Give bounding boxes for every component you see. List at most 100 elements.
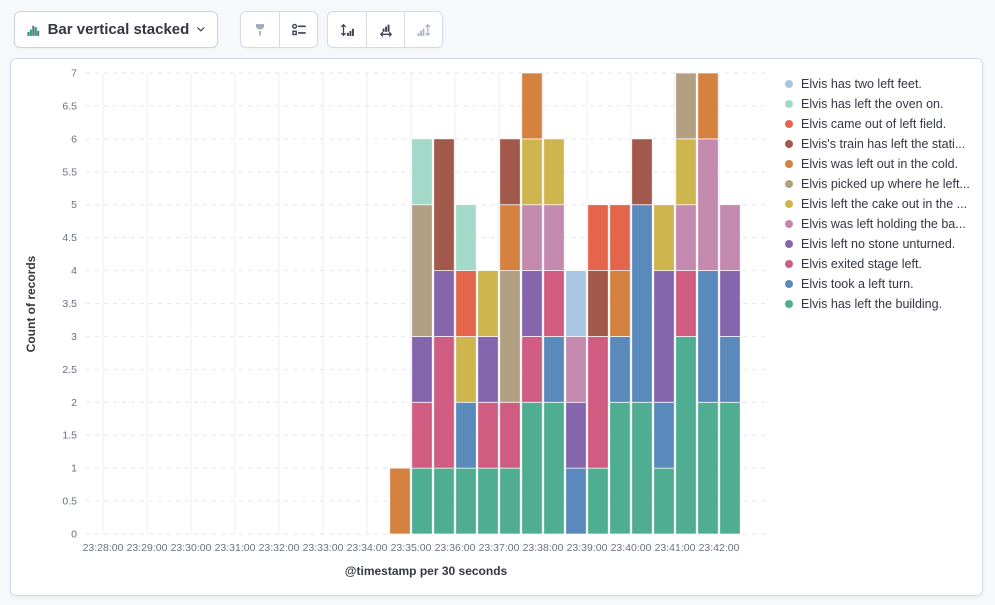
bar-segment[interactable] (653, 270, 675, 403)
left-axis-button[interactable] (328, 12, 366, 47)
bar-segment[interactable] (543, 401, 565, 535)
bar-segment[interactable] (521, 138, 543, 206)
bar-segment[interactable] (433, 336, 455, 469)
legend-item[interactable]: Elvis's train has left the stati... (785, 134, 980, 154)
bar-segment[interactable] (455, 467, 477, 535)
y-axis-tick-label: 4.5 (62, 232, 77, 244)
bar-segment[interactable] (433, 467, 455, 535)
bar-segment[interactable] (477, 336, 499, 403)
legend-item[interactable]: Elvis picked up where he left... (785, 174, 980, 194)
bar-segment[interactable] (521, 270, 543, 337)
bar-segment[interactable] (653, 467, 675, 535)
bar-segment[interactable] (521, 401, 543, 535)
chart-type-switcher[interactable]: Bar vertical stacked (14, 11, 218, 48)
x-axis-title: @timestamp per 30 seconds (345, 564, 508, 578)
bar-segment[interactable] (543, 270, 565, 337)
legend-item[interactable]: Elvis has left the building. (785, 294, 980, 314)
bar-segment[interactable] (433, 138, 455, 271)
bar-segment[interactable] (389, 467, 411, 535)
bar-segment[interactable] (455, 270, 477, 337)
bar-segment[interactable] (719, 401, 741, 535)
bar-segment[interactable] (609, 401, 631, 535)
bar-segment[interactable] (543, 138, 565, 206)
bar-segment[interactable] (455, 401, 477, 469)
legend-item[interactable]: Elvis left the cake out in the ... (785, 194, 980, 214)
bar-segment[interactable] (521, 72, 543, 140)
chevron-down-icon (197, 27, 205, 32)
bar-segment[interactable] (697, 72, 719, 140)
bar-segment[interactable] (719, 336, 741, 403)
bar-segment[interactable] (675, 204, 697, 271)
bar-segment[interactable] (675, 72, 697, 140)
legend-item[interactable]: Elvis left no stone unturned. (785, 234, 980, 254)
bar-segment[interactable] (631, 204, 653, 403)
bar-segment[interactable] (565, 270, 587, 337)
y-axis-tick-label: 1.5 (62, 430, 77, 442)
bar-segment[interactable] (499, 204, 521, 271)
bar-segment[interactable] (675, 336, 697, 535)
bar-segment[interactable] (609, 204, 631, 271)
bottom-axis-button[interactable] (366, 12, 404, 47)
y-axis-tick-label: 2.5 (62, 364, 77, 376)
legend-color-dot (785, 80, 793, 88)
bar-segment[interactable] (411, 467, 433, 535)
legend-color-dot (785, 220, 793, 228)
legend-item[interactable]: Elvis was left out in the cold. (785, 154, 980, 174)
bar-segment[interactable] (697, 401, 719, 535)
legend-item[interactable]: Elvis has two left feet. (785, 74, 980, 94)
bar-segment[interactable] (455, 204, 477, 271)
chart-legend: Elvis has two left feet. Elvis has left t… (785, 74, 980, 314)
bar-segment[interactable] (653, 204, 675, 271)
bar-segment[interactable] (543, 204, 565, 271)
bar-segment[interactable] (653, 401, 675, 469)
bar-segment[interactable] (455, 336, 477, 403)
bar-segment[interactable] (499, 138, 521, 206)
bar-segment[interactable] (477, 270, 499, 337)
x-axis-tick-label: 23:33:00 (303, 542, 344, 554)
bar-segment[interactable] (631, 401, 653, 535)
legend-item[interactable]: Elvis took a left turn. (785, 274, 980, 294)
bar-segment[interactable] (609, 270, 631, 337)
y-axis-tick-label: 1 (71, 463, 77, 475)
bar-segment[interactable] (411, 138, 433, 206)
bar-segment[interactable] (499, 401, 521, 469)
bar-segment[interactable] (477, 467, 499, 535)
legend-item[interactable]: Elvis was left holding the ba... (785, 214, 980, 234)
stacked-bar-chart[interactable]: Count of records @timestamp per 30 secon… (11, 59, 791, 589)
bar-segment[interactable] (411, 336, 433, 403)
bar-segment[interactable] (697, 270, 719, 403)
legend-item[interactable]: Elvis exited stage left. (785, 254, 980, 274)
bar-segment[interactable] (433, 270, 455, 337)
bar-segment[interactable] (719, 270, 741, 337)
bar-segment[interactable] (411, 401, 433, 469)
bar-segment[interactable] (587, 204, 609, 271)
y-axis-tick-label: 0.5 (62, 496, 77, 508)
bar-segment[interactable] (543, 336, 565, 403)
bar-segment[interactable] (609, 336, 631, 403)
legend-settings-button[interactable] (279, 12, 317, 47)
bar-segment[interactable] (565, 336, 587, 403)
bar-segment[interactable] (675, 270, 697, 337)
bar-segment[interactable] (631, 138, 653, 206)
bar-segment[interactable] (587, 336, 609, 469)
bar-segment[interactable] (587, 270, 609, 337)
bar-segment[interactable] (697, 138, 719, 271)
bar-segment[interactable] (521, 336, 543, 403)
bar-segment[interactable] (499, 270, 521, 403)
x-axis-tick-label: 23:30:00 (171, 542, 212, 554)
legend-item[interactable]: Elvis has left the oven on. (785, 94, 980, 114)
bar-segment[interactable] (521, 204, 543, 271)
bottom-axis-icon (379, 24, 392, 37)
legend-color-dot (785, 120, 793, 128)
bar-segment[interactable] (411, 204, 433, 337)
bar-segment[interactable] (477, 401, 499, 469)
bar-segment[interactable] (565, 401, 587, 469)
bar-segment[interactable] (499, 467, 521, 535)
bar-segment[interactable] (675, 138, 697, 206)
bar-segment[interactable] (565, 467, 587, 535)
bar-segment[interactable] (719, 204, 741, 271)
bar-segment[interactable] (587, 467, 609, 535)
right-axis-button (404, 12, 442, 47)
legend-item[interactable]: Elvis came out of left field. (785, 114, 980, 134)
